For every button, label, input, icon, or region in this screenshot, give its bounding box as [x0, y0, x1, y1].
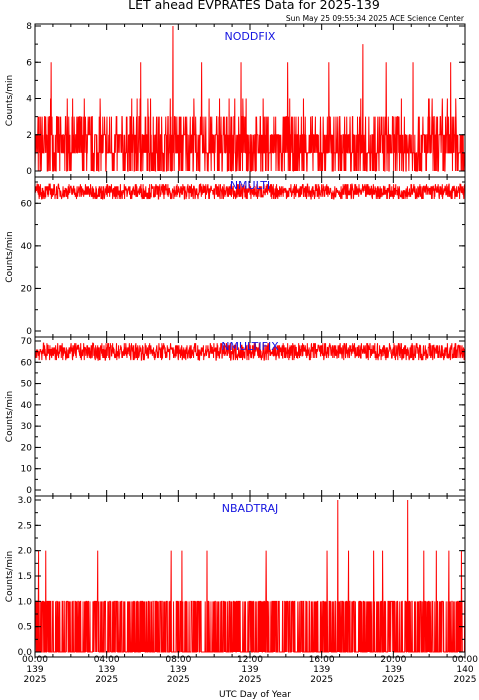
- y-tick-label: 0: [26, 327, 32, 337]
- x-tick-label-doy: 140: [456, 665, 473, 675]
- x-tick-label-year: 2025: [454, 675, 477, 685]
- y-tick-label: 2.5: [18, 521, 32, 531]
- y-axis-label: Counts/min: [5, 75, 15, 126]
- x-axis-label: UTC Day of Year: [219, 690, 291, 700]
- x-tick-label-time: 00:00: [22, 655, 48, 665]
- y-tick-label: 1.0: [18, 597, 33, 607]
- y-tick-label: 10: [21, 465, 33, 475]
- x-tick-label-doy: 139: [385, 665, 402, 675]
- y-tick-label: 20: [21, 284, 33, 294]
- x-axis: 00:00139202504:00139202508:00139202512:0…: [22, 655, 478, 685]
- y-tick-label: 3.0: [18, 496, 33, 506]
- y-tick-label: 30: [21, 422, 33, 432]
- x-tick-label-doy: 139: [170, 665, 187, 675]
- x-tick-label-time: 00:00: [452, 655, 478, 665]
- panel-frame: [35, 337, 465, 496]
- panels: 0 2 4 6 8 Counts/min NODDFIX 0 20 40 60 Counts/min N…: [5, 22, 465, 658]
- x-tick-label-doy: 139: [241, 665, 258, 675]
- y-tick-label: 6: [26, 58, 32, 68]
- y-tick-label: 40: [21, 401, 33, 411]
- y-tick-label: 50: [21, 380, 33, 390]
- x-tick-label-time: 16:00: [309, 655, 335, 665]
- x-tick-label-year: 2025: [95, 675, 118, 685]
- y-axis-label: Counts/min: [5, 551, 15, 602]
- y-axis-label: Counts/min: [5, 231, 15, 282]
- series-line-nbadtraj: [35, 500, 465, 652]
- series-label: NBADTRAJ: [222, 502, 278, 515]
- panel-noddfix: 0 2 4 6 8 Counts/min NODDFIX: [5, 22, 465, 177]
- x-tick-label-time: 20:00: [380, 655, 406, 665]
- x-tick-label-time: 04:00: [94, 655, 120, 665]
- panel-frame: [35, 177, 465, 337]
- y-tick-label: 2: [26, 131, 32, 141]
- y-tick-label: 40: [21, 242, 33, 252]
- series-line-noddfix: [35, 26, 465, 171]
- series-label: NODDFIX: [225, 30, 276, 43]
- y-tick-label: 60: [21, 199, 33, 209]
- y-tick-label: 20: [21, 443, 33, 453]
- timestamp: Sun May 25 09:55:34 2025 ACE Science Cen…: [286, 14, 465, 23]
- y-tick-label: 0.5: [18, 623, 32, 633]
- x-tick-label-doy: 139: [313, 665, 330, 675]
- x-tick-label-doy: 139: [98, 665, 115, 675]
- y-tick-label: 8: [26, 22, 32, 32]
- x-tick-label-doy: 139: [26, 665, 43, 675]
- x-tick-label-time: 12:00: [237, 655, 263, 665]
- y-tick-label: 0: [26, 486, 32, 496]
- y-tick-label: 1.5: [18, 572, 32, 582]
- y-tick-label: 60: [21, 358, 33, 368]
- y-tick-label: 2.0: [18, 547, 33, 557]
- x-tick-label-year: 2025: [24, 675, 47, 685]
- y-tick-label: 0: [26, 167, 32, 177]
- x-tick-label-year: 2025: [382, 675, 405, 685]
- y-tick-label: 70: [21, 337, 33, 347]
- y-axis-label: Counts/min: [5, 391, 15, 442]
- x-tick-label-year: 2025: [167, 675, 190, 685]
- figure-title: LET ahead EVPRATES Data for 2025-139: [128, 0, 380, 12]
- y-tick-label: 4: [26, 95, 32, 105]
- x-tick-label-year: 2025: [239, 675, 262, 685]
- x-tick-label-year: 2025: [310, 675, 333, 685]
- x-tick-label-time: 08:00: [165, 655, 191, 665]
